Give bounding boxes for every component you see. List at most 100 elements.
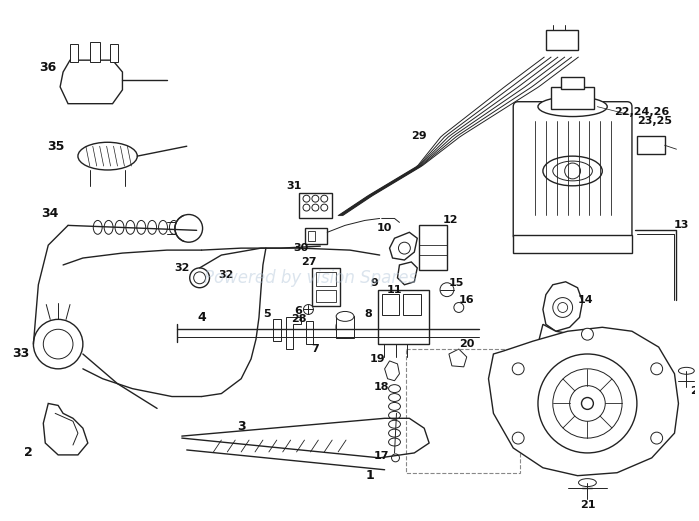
Text: 22,24,26: 22,24,26 xyxy=(614,107,670,117)
Ellipse shape xyxy=(336,312,354,321)
Text: 34: 34 xyxy=(41,207,59,220)
Circle shape xyxy=(582,398,593,410)
Text: 32: 32 xyxy=(219,270,234,280)
Bar xyxy=(70,44,78,62)
Text: 35: 35 xyxy=(48,140,65,153)
Circle shape xyxy=(34,319,83,369)
Polygon shape xyxy=(543,282,582,331)
Bar xyxy=(298,193,332,218)
Text: 9: 9 xyxy=(370,278,379,288)
Bar xyxy=(513,235,632,253)
Circle shape xyxy=(398,242,410,254)
Text: Powered by vision Spares: Powered by vision Spares xyxy=(204,269,417,287)
Bar xyxy=(110,44,117,62)
Text: 10: 10 xyxy=(377,224,392,233)
Ellipse shape xyxy=(543,156,603,186)
Text: 36: 36 xyxy=(40,60,57,73)
Text: 3: 3 xyxy=(237,420,245,433)
Polygon shape xyxy=(538,324,577,374)
Polygon shape xyxy=(286,317,301,349)
Text: 15: 15 xyxy=(449,278,465,288)
Circle shape xyxy=(321,204,328,211)
Text: 6: 6 xyxy=(294,306,303,316)
Text: 29: 29 xyxy=(412,131,427,141)
Bar xyxy=(312,268,340,305)
Bar xyxy=(317,290,336,302)
Circle shape xyxy=(651,432,663,444)
Text: 13: 13 xyxy=(674,220,689,230)
Bar xyxy=(551,87,594,109)
Circle shape xyxy=(194,272,206,284)
Bar xyxy=(419,226,447,270)
Text: 8: 8 xyxy=(364,309,372,319)
Bar xyxy=(308,231,315,241)
Circle shape xyxy=(303,204,310,211)
Polygon shape xyxy=(43,403,88,455)
Bar xyxy=(377,290,429,344)
Text: 27: 27 xyxy=(301,257,316,267)
Polygon shape xyxy=(398,262,417,285)
Circle shape xyxy=(391,454,399,462)
Text: 21: 21 xyxy=(579,500,595,511)
Text: 12: 12 xyxy=(443,215,459,226)
Text: 30: 30 xyxy=(293,243,308,253)
Bar xyxy=(89,42,100,62)
Bar xyxy=(406,349,520,473)
Circle shape xyxy=(553,369,622,438)
Ellipse shape xyxy=(336,316,354,338)
Text: 20: 20 xyxy=(459,339,475,349)
Text: 11: 11 xyxy=(387,284,402,295)
Circle shape xyxy=(651,363,663,375)
Bar xyxy=(637,137,665,154)
Circle shape xyxy=(303,305,313,314)
Bar xyxy=(317,272,336,286)
Polygon shape xyxy=(384,361,399,381)
Bar xyxy=(382,294,399,315)
Circle shape xyxy=(565,163,580,179)
Circle shape xyxy=(440,283,454,296)
Text: 21: 21 xyxy=(691,386,699,395)
Ellipse shape xyxy=(679,367,694,374)
Text: 5: 5 xyxy=(263,309,271,319)
FancyBboxPatch shape xyxy=(513,102,632,240)
Bar xyxy=(561,77,584,89)
Text: 1: 1 xyxy=(366,469,374,482)
Circle shape xyxy=(175,215,203,242)
Bar xyxy=(336,316,354,338)
Polygon shape xyxy=(306,321,313,344)
Circle shape xyxy=(189,268,210,288)
Text: 32: 32 xyxy=(174,263,189,273)
Bar xyxy=(403,294,421,315)
Text: 17: 17 xyxy=(374,451,389,461)
Circle shape xyxy=(582,328,593,340)
Text: 14: 14 xyxy=(577,294,593,305)
Circle shape xyxy=(570,386,605,421)
Bar xyxy=(305,228,327,244)
Ellipse shape xyxy=(538,97,607,117)
Text: 28: 28 xyxy=(291,314,306,325)
Text: 2: 2 xyxy=(24,446,33,460)
Ellipse shape xyxy=(579,479,596,487)
Circle shape xyxy=(312,204,319,211)
Circle shape xyxy=(303,195,310,202)
Bar xyxy=(273,319,281,341)
Text: 4: 4 xyxy=(197,311,206,324)
Polygon shape xyxy=(60,60,122,104)
Polygon shape xyxy=(389,232,417,260)
Text: 19: 19 xyxy=(370,354,386,364)
Text: 31: 31 xyxy=(286,181,301,191)
Ellipse shape xyxy=(78,142,137,170)
Circle shape xyxy=(312,195,319,202)
Circle shape xyxy=(512,432,524,444)
Circle shape xyxy=(538,354,637,453)
Text: 7: 7 xyxy=(312,344,319,354)
Bar xyxy=(546,31,577,50)
Ellipse shape xyxy=(553,161,592,181)
Circle shape xyxy=(558,303,568,313)
Text: 33: 33 xyxy=(12,348,29,361)
Circle shape xyxy=(454,303,463,313)
Circle shape xyxy=(553,297,572,317)
Circle shape xyxy=(512,363,524,375)
Text: 23,25: 23,25 xyxy=(637,117,672,127)
Text: 18: 18 xyxy=(374,382,389,392)
